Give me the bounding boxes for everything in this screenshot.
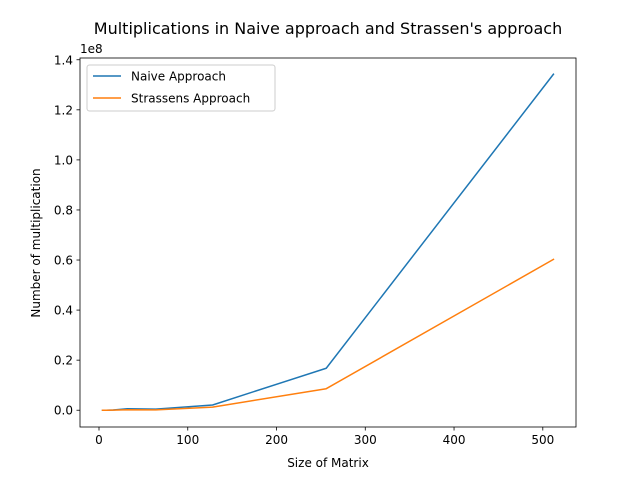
chart-title: Multiplications in Naive approach and St… (94, 19, 562, 38)
series-line-strassens (101, 258, 555, 411)
y-tick-label: 1.0 (54, 153, 73, 167)
x-tick-label: 200 (265, 433, 288, 447)
y-axis-label: Number of multiplication (29, 168, 43, 317)
y-offset-label: 1e8 (80, 42, 103, 56)
x-tick-label: 100 (176, 433, 199, 447)
y-tick-label: 0.0 (54, 404, 73, 418)
legend: Naive Approach Strassens Approach (86, 64, 276, 112)
plot-area: 0 100 200 300 400 500 0.0 0.2 0.4 0.6 0.8 1.0 1.2 1.4 (54, 53, 577, 447)
y-tick-label: 1.2 (54, 103, 73, 117)
legend-label-naive: Naive Approach (131, 70, 226, 84)
x-tick-label: 300 (354, 433, 377, 447)
y-tick-label: 0.2 (54, 354, 73, 368)
axes-frame (79, 57, 577, 428)
y-tick-label: 0.8 (54, 203, 73, 217)
legend-box (86, 64, 276, 112)
y-tick-label: 0.4 (54, 304, 73, 318)
legend-label-strassens: Strassens Approach (131, 92, 250, 106)
x-axis-label: Size of Matrix (287, 456, 369, 470)
y-tick-label: 1.4 (54, 53, 73, 67)
y-tick-label: 0.6 (54, 254, 73, 268)
x-tick-label: 400 (443, 433, 466, 447)
x-tick-label: 500 (531, 433, 554, 447)
x-tick-label: 0 (95, 433, 103, 447)
